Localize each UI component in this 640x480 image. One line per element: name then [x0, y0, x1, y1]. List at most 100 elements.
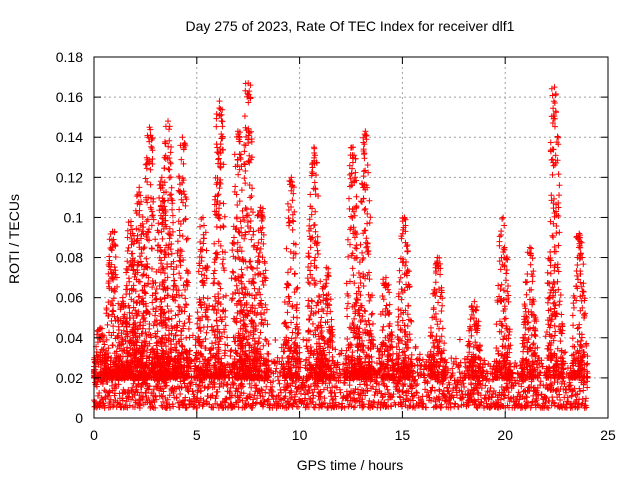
data-point — [170, 277, 177, 284]
data-point — [453, 392, 460, 399]
data-point — [183, 404, 190, 411]
data-point — [97, 359, 104, 366]
data-point — [250, 228, 257, 235]
data-point — [133, 354, 140, 361]
data-point — [208, 323, 215, 330]
data-point — [120, 340, 127, 347]
data-point — [164, 396, 171, 403]
data-point — [198, 271, 205, 278]
data-point — [302, 395, 309, 402]
data-point — [439, 380, 446, 387]
data-point — [295, 403, 302, 410]
data-point — [103, 374, 110, 381]
data-point — [251, 392, 258, 399]
data-point — [410, 397, 417, 404]
data-point — [194, 309, 201, 316]
data-point — [264, 350, 271, 357]
data-point — [411, 404, 418, 411]
data-point — [348, 213, 355, 220]
data-point — [516, 401, 523, 408]
data-point — [149, 155, 156, 162]
data-point — [228, 275, 235, 282]
data-point — [305, 390, 312, 397]
data-point — [288, 387, 295, 394]
data-point — [273, 365, 280, 372]
data-point — [146, 383, 153, 390]
data-point — [289, 211, 296, 218]
data-point — [242, 168, 249, 175]
data-point — [385, 389, 392, 396]
data-point — [501, 395, 508, 402]
data-point — [182, 394, 189, 401]
data-point — [308, 400, 315, 407]
data-point — [210, 404, 217, 411]
data-point — [332, 393, 339, 400]
data-point — [481, 404, 488, 411]
data-point — [125, 244, 132, 251]
data-point — [351, 389, 358, 396]
data-point — [120, 370, 127, 377]
data-point — [481, 395, 488, 402]
data-point — [290, 218, 297, 225]
data-point — [461, 384, 468, 391]
data-point — [113, 274, 120, 281]
data-point — [117, 304, 124, 311]
data-point — [101, 362, 108, 369]
data-point — [227, 394, 234, 401]
data-point — [128, 296, 135, 303]
data-point — [490, 387, 497, 394]
data-point — [167, 174, 174, 181]
data-point — [126, 263, 133, 270]
data-point — [161, 165, 168, 172]
data-point — [424, 378, 431, 385]
data-point — [250, 243, 257, 250]
data-point — [216, 185, 223, 192]
data-point — [144, 179, 151, 186]
data-point — [203, 247, 210, 254]
data-point — [320, 386, 327, 393]
data-point — [238, 187, 245, 194]
data-point — [235, 404, 242, 411]
data-point — [251, 295, 258, 302]
data-point — [306, 316, 313, 323]
data-point — [263, 337, 270, 344]
data-point — [123, 286, 130, 293]
data-point — [114, 372, 121, 379]
data-point — [252, 400, 259, 407]
data-point — [189, 332, 196, 339]
data-point — [353, 245, 360, 252]
data-point — [384, 386, 391, 393]
data-point — [178, 384, 185, 391]
data-point — [505, 389, 512, 396]
data-point — [383, 383, 390, 390]
data-point — [311, 386, 318, 393]
data-point — [105, 278, 112, 285]
data-point — [153, 396, 160, 403]
data-point — [131, 257, 138, 264]
data-point — [207, 393, 214, 400]
data-point — [229, 268, 236, 275]
data-point — [220, 293, 227, 300]
chart-title: Day 275 of 2023, Rate Of TEC Index for r… — [186, 18, 515, 34]
data-point — [134, 237, 141, 244]
data-point — [456, 336, 463, 343]
data-point — [148, 143, 155, 150]
data-point — [454, 379, 461, 386]
data-point — [241, 148, 248, 155]
data-point — [182, 295, 189, 302]
data-point — [105, 270, 112, 277]
data-point — [289, 197, 296, 204]
data-point — [456, 363, 463, 370]
data-point — [413, 390, 420, 397]
data-point — [102, 358, 109, 365]
data-point — [325, 273, 332, 280]
data-point — [465, 402, 472, 409]
data-point — [314, 299, 321, 306]
data-point — [294, 284, 301, 291]
data-point — [121, 347, 128, 354]
data-point — [166, 174, 173, 181]
data-point — [94, 392, 101, 399]
data-point — [478, 398, 485, 405]
data-point — [542, 333, 549, 340]
data-point — [543, 394, 550, 401]
